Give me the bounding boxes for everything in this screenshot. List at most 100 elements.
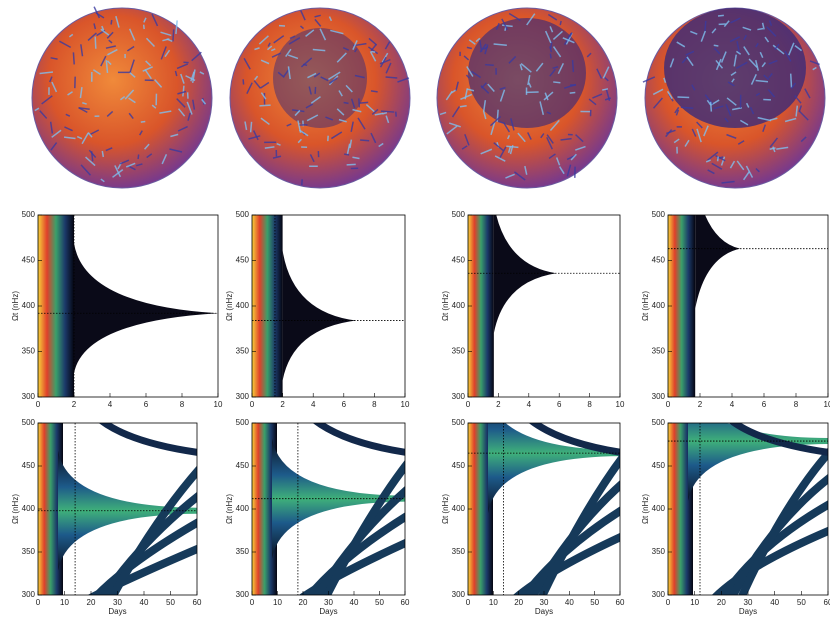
sphere (437, 8, 617, 188)
x-tick-label: 20 (87, 598, 96, 607)
y-axis-label: Ωt (nHz) (441, 494, 450, 524)
y-tick-label: 500 (22, 210, 36, 219)
x-tick-label: 0 (666, 400, 671, 409)
sphere-streak (371, 52, 375, 53)
x-tick-label: 6 (557, 400, 562, 409)
panel: 0246810300350400450500Ωt (nHz) (11, 210, 223, 409)
sphere-streak (371, 91, 378, 92)
y-tick-label: 300 (236, 590, 250, 599)
y-tick-label: 400 (22, 301, 36, 310)
y-tick-label: 500 (452, 418, 466, 427)
sphere-streak (560, 21, 561, 25)
y-tick-label: 400 (236, 504, 250, 513)
figure: 0246810300350400450500Ωt (nHz)0246810300… (0, 0, 830, 619)
x-tick-label: 30 (540, 598, 549, 607)
y-tick-label: 500 (236, 210, 250, 219)
x-tick-label: 0 (466, 400, 471, 409)
x-tick-label: 60 (401, 598, 410, 607)
sphere (643, 8, 825, 188)
y-tick-label: 450 (452, 461, 466, 470)
sphere-streak (757, 29, 763, 30)
y-tick-label: 350 (652, 547, 666, 556)
x-tick-label: 2 (698, 400, 703, 409)
sphere-streak (705, 21, 706, 31)
x-tick-label: 4 (108, 400, 113, 409)
x-tick-label: 40 (565, 598, 574, 607)
panel: 0246810300350400450500Ωt (nHz) (441, 203, 625, 409)
panel: 0102030405060300350400450500Ωt (nHz)Days (225, 418, 410, 616)
sphere-streak (573, 60, 574, 72)
x-tick-label: 4 (730, 400, 735, 409)
sphere-streak (381, 111, 394, 112)
contour (252, 215, 283, 397)
contour-field (468, 203, 556, 397)
x-tick-label: 0 (36, 400, 41, 409)
y-tick-label: 350 (652, 347, 666, 356)
contour (38, 215, 74, 397)
y-tick-label: 350 (452, 347, 466, 356)
contour-field (468, 393, 625, 605)
x-tick-label: 0 (466, 598, 471, 607)
y-tick-label: 450 (236, 461, 250, 470)
y-tick-label: 450 (452, 256, 466, 265)
x-axis-label: Days (535, 607, 553, 616)
sphere-streak (144, 25, 145, 29)
sphere-streak (550, 54, 551, 59)
sphere-streak (259, 105, 270, 106)
sphere-streak (73, 52, 74, 64)
y-tick-label: 350 (22, 547, 36, 556)
x-tick-label: 10 (273, 598, 282, 607)
x-tick-label: 10 (616, 400, 625, 409)
y-tick-label: 300 (22, 392, 36, 401)
y-tick-label: 500 (452, 210, 466, 219)
y-tick-label: 300 (452, 590, 466, 599)
sphere-streak (95, 37, 96, 49)
x-tick-label: 20 (514, 598, 523, 607)
y-axis-label: Ωt (nHz) (225, 291, 234, 321)
x-tick-label: 60 (193, 598, 202, 607)
y-tick-label: 400 (236, 301, 250, 310)
x-tick-label: 50 (166, 598, 175, 607)
sphere-core (273, 28, 367, 128)
y-tick-label: 350 (236, 547, 250, 556)
sphere-streak (714, 45, 719, 46)
y-axis-label: Ωt (nHz) (641, 494, 650, 524)
sphere-streak (386, 77, 398, 78)
x-tick-label: 6 (342, 400, 347, 409)
panel: 0102030405060300350400450500Ωt (nHz)Days (641, 381, 830, 616)
sphere-streak (173, 29, 174, 41)
y-tick-label: 300 (452, 392, 466, 401)
sphere-streak (303, 64, 307, 65)
sphere-streak (553, 82, 560, 83)
sphere-streak (360, 140, 369, 141)
x-tick-label: 0 (250, 400, 255, 409)
x-tick-label: 0 (36, 598, 41, 607)
x-tick-label: 60 (616, 598, 625, 607)
x-tick-label: 8 (587, 400, 592, 409)
x-tick-label: 60 (824, 598, 830, 607)
contour (695, 179, 740, 309)
x-axis-label: Days (739, 607, 757, 616)
contour-field (252, 418, 410, 605)
sphere-core (468, 18, 586, 128)
panel: 0102030405060300350400450500Ωt (nHz)Days (11, 418, 202, 616)
y-tick-label: 500 (652, 418, 666, 427)
y-tick-label: 500 (236, 418, 250, 427)
y-tick-label: 450 (236, 256, 250, 265)
contour-field (252, 215, 356, 397)
x-tick-label: 10 (401, 400, 410, 409)
x-tick-label: 30 (744, 598, 753, 607)
x-tick-label: 50 (590, 598, 599, 607)
x-tick-label: 6 (762, 400, 767, 409)
y-tick-label: 500 (652, 210, 666, 219)
x-tick-label: 2 (280, 400, 285, 409)
x-tick-label: 6 (144, 400, 149, 409)
y-tick-label: 450 (652, 256, 666, 265)
y-tick-label: 300 (236, 392, 250, 401)
contour-field (668, 381, 830, 605)
sphere-streak (460, 106, 467, 107)
sphere-streak (138, 155, 139, 159)
sphere-streak (344, 154, 349, 155)
contour (74, 243, 218, 373)
sphere-streak (791, 74, 792, 88)
